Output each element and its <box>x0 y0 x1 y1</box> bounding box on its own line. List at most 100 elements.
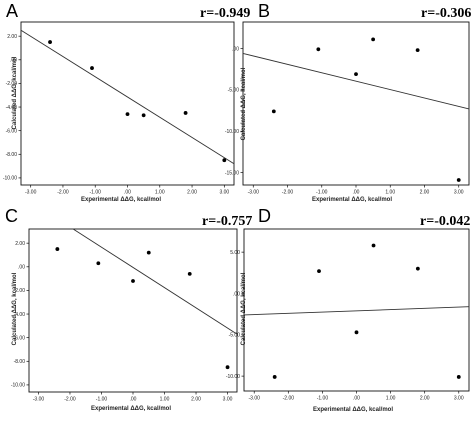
y-tick-label: .00 <box>10 58 17 64</box>
data-point <box>371 37 376 42</box>
panel-letter: B <box>258 1 270 21</box>
y-tick-label: 2.00 <box>15 241 25 247</box>
y-tick-label: -6.00 <box>14 335 26 341</box>
panel-letter: D <box>258 206 271 226</box>
data-point <box>48 40 52 44</box>
x-tick-label: -1.00 <box>96 397 108 403</box>
y-tick-label: 2.00 <box>7 34 17 40</box>
data-point <box>415 48 420 53</box>
x-tick-label: -2.00 <box>283 396 295 402</box>
y-tick-label: -10.00 <box>11 383 25 389</box>
x-tick-label: -3.00 <box>249 396 261 402</box>
y-tick-label: -8.00 <box>6 152 18 158</box>
fit-line <box>20 29 235 165</box>
x-tick-label: -2.00 <box>282 190 294 196</box>
y-tick-label: -15.00 <box>225 170 239 176</box>
x-axis-title: Experimental ΔΔG, kcal/mol <box>312 197 392 203</box>
x-tick-label: 2.00 <box>420 190 430 196</box>
x-tick-label: -2.00 <box>57 190 69 196</box>
y-tick-label: -5.00 <box>229 333 241 339</box>
x-tick-label: -2.00 <box>64 397 76 403</box>
data-point <box>90 66 94 70</box>
y-tick-label: .00 <box>233 291 240 297</box>
x-tick-label: -1.00 <box>316 190 328 196</box>
data-point <box>141 113 146 118</box>
x-tick-label: -3.00 <box>248 190 260 196</box>
plot-frame <box>243 228 470 392</box>
data-point <box>187 271 192 276</box>
y-axis-title: Calculated ΔΔG, kcal/mol <box>241 272 247 345</box>
data-point <box>272 375 277 379</box>
x-tick-label: .00 <box>353 190 360 196</box>
fit-line <box>242 53 470 110</box>
x-tick-label: 1.00 <box>386 396 396 402</box>
y-axis-title: Calculated ΔΔG, kcal/mol <box>241 67 247 140</box>
x-tick-label: 2.00 <box>420 396 430 402</box>
x-tick-label: -1.00 <box>90 190 102 196</box>
panel-letter: A <box>6 1 18 21</box>
data-point <box>125 112 130 117</box>
plot-frame <box>28 228 238 393</box>
x-tick-label: 3.00 <box>454 396 464 402</box>
fit-line <box>72 228 238 335</box>
y-tick-label: -10.00 <box>225 129 239 135</box>
data-point <box>183 111 188 115</box>
y-tick-label: .00 <box>232 46 239 52</box>
x-tick-label: 3.00 <box>223 397 233 403</box>
data-point <box>317 269 321 274</box>
y-tick-label: -10.00 <box>226 374 240 380</box>
fit-line <box>243 306 470 316</box>
data-point <box>371 243 376 248</box>
x-axis-title: Experimental ΔΔG, kcal/mol <box>81 197 161 203</box>
x-tick-label: .00 <box>130 397 137 403</box>
data-point <box>96 261 101 266</box>
data-point <box>456 375 461 379</box>
data-point <box>146 250 151 255</box>
data-point <box>222 158 227 163</box>
data-point <box>271 109 276 114</box>
data-point <box>225 365 230 370</box>
x-tick-label: 2.00 <box>187 190 197 196</box>
x-tick-label: 1.00 <box>155 190 165 196</box>
panel-letter: C <box>5 206 18 226</box>
x-axis-title: Experimental ΔΔG, kcal/mol <box>313 407 393 413</box>
y-tick-label: -2.00 <box>6 81 18 87</box>
y-tick-label: -10.00 <box>3 176 17 182</box>
y-axis-title: Calculated ΔΔG, kcal/mol <box>12 56 18 129</box>
y-tick-label: -2.00 <box>14 288 26 294</box>
y-tick-label: .00 <box>18 265 25 271</box>
x-tick-label: 2.00 <box>191 397 201 403</box>
plot-frame <box>242 21 470 186</box>
y-tick-label: -5.00 <box>228 88 240 94</box>
data-point <box>456 178 461 182</box>
y-tick-label: -6.00 <box>6 128 18 134</box>
plot-frame <box>20 21 235 186</box>
x-tick-label: 1.00 <box>385 190 395 196</box>
correlation-label: r=-0.757 <box>202 214 252 229</box>
x-tick-label: .00 <box>353 396 360 402</box>
data-point <box>415 266 420 271</box>
data-point <box>131 279 135 283</box>
x-tick-label: .00 <box>124 190 131 196</box>
data-point <box>354 72 358 77</box>
y-tick-label: -8.00 <box>14 359 26 365</box>
correlation-label: r=-0.306 <box>421 6 471 21</box>
x-tick-label: -1.00 <box>317 396 329 402</box>
data-point <box>316 47 321 52</box>
data-point <box>354 330 359 335</box>
correlation-label: r=-0.949 <box>200 6 250 21</box>
x-axis-title: Experimental ΔΔG, kcal/mol <box>91 406 171 412</box>
y-tick-label: 5.00 <box>230 250 240 256</box>
x-tick-label: 1.00 <box>160 397 170 403</box>
y-tick-label: -4.00 <box>14 312 26 318</box>
correlation-label: r=-0.042 <box>420 214 470 229</box>
x-tick-label: 3.00 <box>219 190 229 196</box>
x-tick-label: -3.00 <box>33 397 45 403</box>
y-axis-title: Calculated ΔΔG, kcal/mol <box>12 272 18 345</box>
